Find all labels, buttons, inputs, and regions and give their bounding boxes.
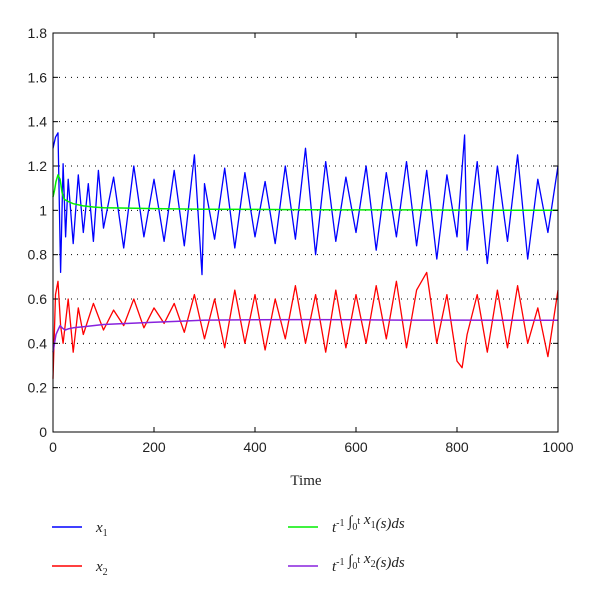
plot-frame [52,32,559,433]
y-tick-label: 1 [39,202,47,218]
y-tick-label: 0.2 [28,380,48,396]
series-line-mean_x2 [52,318,558,353]
y-tick-label: 1.4 [28,114,48,130]
legend: x1 x2 t-1 ∫0t x1(s)ds t-1 ∫0t x2(s)ds [52,512,405,578]
legend-label-x1: x1 [95,520,108,539]
series-line-x2 [52,271,559,379]
legend-label-x2: x2 [95,559,108,578]
y-tick-label: 0.6 [28,291,48,307]
legend-label-mean_x2: t-1 ∫0t x2(s)ds [332,551,405,575]
x-tick-label: 200 [142,439,166,455]
y-tick-label: 1.2 [28,158,48,174]
x-tick-label: 600 [344,439,368,455]
x-tick-label: 400 [243,439,267,455]
series-lines [52,132,559,379]
y-tick-label: 0 [39,424,47,440]
series-line-x1 [52,132,559,276]
x-axis-label: Time [290,473,321,489]
x-tick-label: 1000 [542,439,573,455]
legend-label-mean_x1: t-1 ∫0t x1(s)ds [332,512,405,536]
y-tick-label: 1.6 [28,69,48,85]
y-tick-label: 0.8 [28,247,48,263]
x-tick-label: 0 [49,439,57,455]
y-tick-label: 1.8 [28,25,48,41]
y-tick-label: 0.4 [28,335,48,351]
axis-ticks: 0 0.2 0.4 0.6 0.8 1 1.2 1.4 1.6 1.8 0 200 400 600 800 1… [28,25,574,455]
series-line-mean_x1 [52,174,558,212]
x-tick-label: 800 [445,439,469,455]
